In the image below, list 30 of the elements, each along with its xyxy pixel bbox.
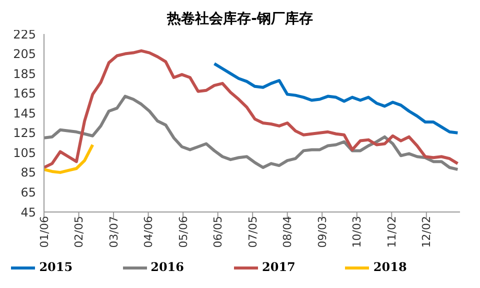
y-tick-label: 45 — [20, 205, 36, 220]
x-tick-label: 12/02 — [420, 216, 434, 248]
y-tick-label: 85 — [20, 166, 36, 180]
chart-title: 热卷社会库存-钢厂库存 — [167, 11, 313, 27]
x-tick-label: 10/03 — [350, 216, 364, 248]
line-series — [44, 49, 460, 169]
y-tick-label: 165 — [13, 86, 36, 101]
y-tick-label: 125 — [13, 126, 36, 140]
x-tick-label: 02/05 — [72, 216, 86, 248]
x-tick-label: 09/03 — [316, 216, 329, 248]
x-tick-label: 08/04 — [281, 216, 294, 248]
y-tick-label: 205 — [13, 47, 36, 62]
x-tick-label: 11/02 — [385, 216, 398, 248]
line-series — [44, 94, 460, 171]
legend-label: 2017 — [262, 260, 296, 274]
x-tick-label: 04/06 — [142, 216, 156, 248]
y-tick-label: 65 — [20, 185, 36, 200]
x-tick-label: 03/07 — [107, 216, 120, 248]
legend-label: 2015 — [39, 260, 73, 274]
x-tick-label: 01/06 — [38, 216, 51, 248]
x-tick-label: 07/05 — [246, 216, 260, 248]
legend-label: 2018 — [373, 260, 407, 274]
y-tick-label: 105 — [13, 146, 36, 160]
x-tick-label: 06/05 — [212, 216, 225, 248]
line-series — [212, 62, 460, 134]
y-tick-label: 185 — [13, 66, 36, 81]
y-tick-label: 145 — [13, 106, 36, 120]
legend-label: 2016 — [150, 260, 184, 274]
x-tick-label: 05/06 — [176, 216, 190, 248]
line-series — [44, 143, 94, 174]
